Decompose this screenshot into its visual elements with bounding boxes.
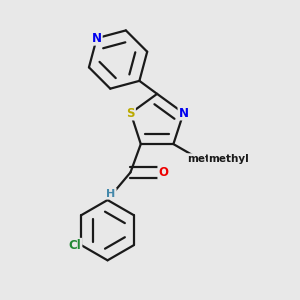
- Text: S: S: [127, 106, 135, 119]
- Text: O: O: [158, 166, 168, 179]
- Text: N: N: [92, 32, 102, 45]
- Text: N: N: [178, 106, 188, 119]
- Text: H: H: [106, 189, 116, 199]
- Text: methyl: methyl: [208, 154, 249, 164]
- Text: Cl: Cl: [69, 239, 81, 252]
- Text: methyl: methyl: [187, 154, 228, 164]
